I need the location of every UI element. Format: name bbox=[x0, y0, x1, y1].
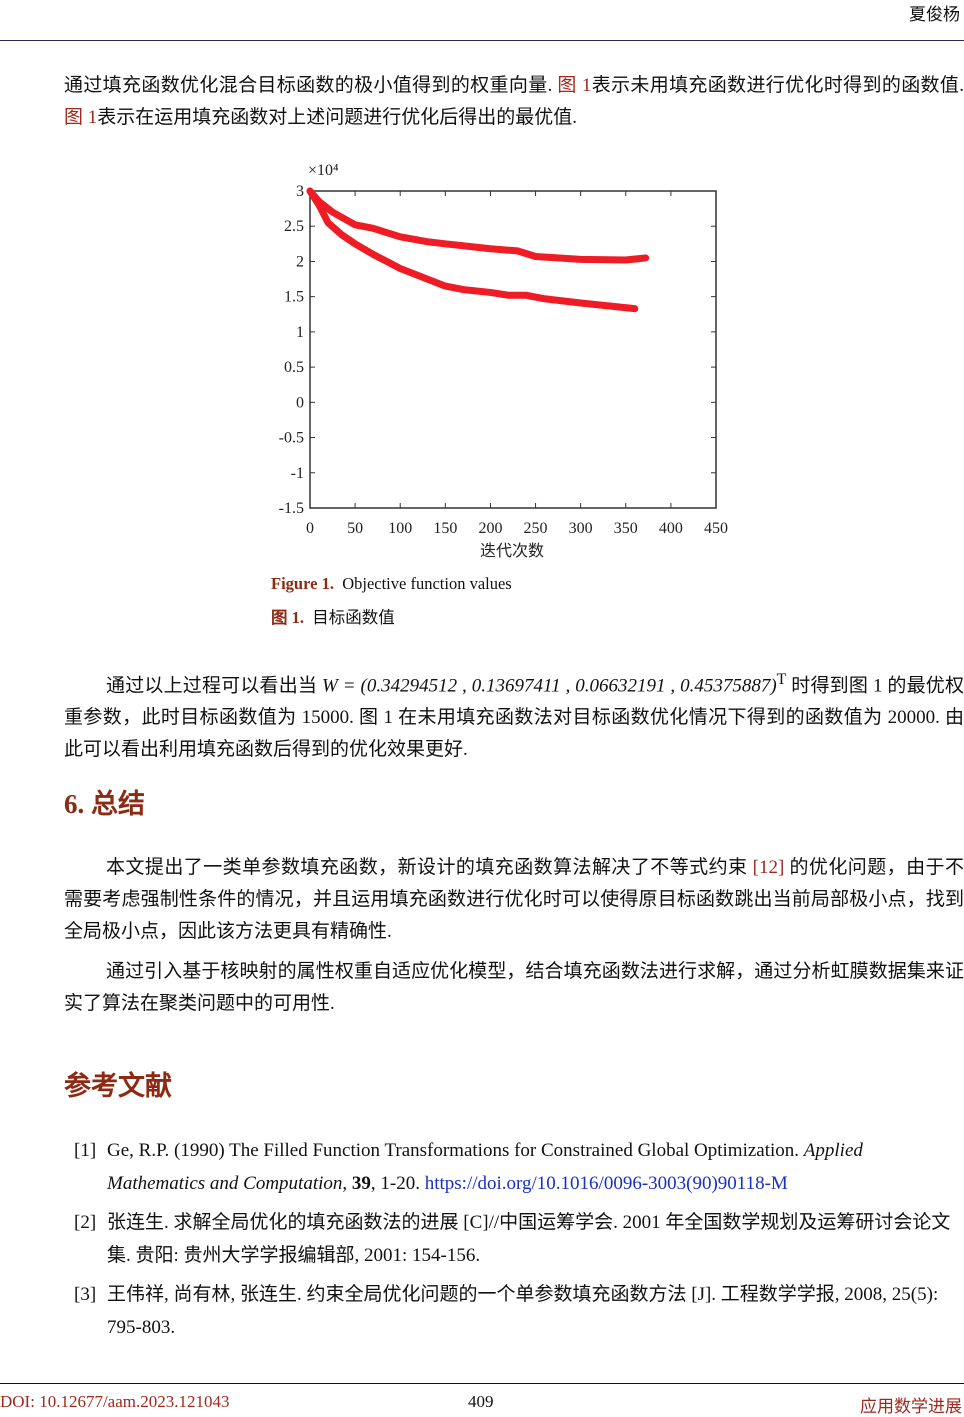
paragraph-1: 通过填充函数优化混合目标函数的极小值得到的权重向量. 图 1表示未用填充函数进行… bbox=[64, 70, 964, 134]
y-tick-label: 2.5 bbox=[284, 218, 304, 235]
footer-rule bbox=[0, 1383, 964, 1384]
x-tick-label: 50 bbox=[347, 520, 363, 537]
y-tick-label: 1.5 bbox=[284, 289, 304, 306]
text: 的优化问题，由于不需要考虑强制性条件的情况，并且运用填充函数进行优化时可以使得原… bbox=[64, 857, 964, 943]
figure-ref-link[interactable]: 图 1 bbox=[64, 107, 98, 128]
reference-item: [1] Ge, R.P. (1990) The Filled Function T… bbox=[74, 1134, 964, 1200]
y-tick-label: -1.5 bbox=[279, 500, 304, 517]
x-tick-label: 200 bbox=[478, 520, 502, 537]
y-tick-label: 1 bbox=[296, 324, 304, 341]
figure-title: 目标函数值 bbox=[312, 608, 395, 627]
y-tick-label: 0.5 bbox=[284, 359, 304, 376]
reference-number: [2] bbox=[74, 1212, 97, 1234]
figure-label: Figure 1. bbox=[271, 574, 334, 593]
footer-doi[interactable]: DOI: 10.12677/aam.2023.121043 bbox=[0, 1392, 230, 1411]
x-tick-label: 250 bbox=[524, 520, 548, 537]
x-tick-label: 300 bbox=[569, 520, 593, 537]
figure-title: Objective function values bbox=[342, 574, 512, 593]
figure-caption-en: Figure 1. Objective function values bbox=[271, 574, 512, 594]
x-tick-label: 150 bbox=[433, 520, 457, 537]
figure-caption-zh: 图 1. 目标函数值 bbox=[271, 604, 395, 628]
paragraph-3: 本文提出了一类单参数填充函数，新设计的填充函数算法解决了不等式约束 [12] 的… bbox=[64, 852, 964, 948]
page-number: 409 bbox=[468, 1392, 494, 1411]
text: 时得到图 1 的最优权重参数，此时目标函数值为 15000. 图 1 在未用填充… bbox=[64, 675, 964, 761]
y-tick-label: -1 bbox=[291, 465, 304, 482]
paragraph-2: 通过以上过程可以看出当 W = (0.34294512 , 0.13697411… bbox=[64, 664, 964, 766]
reference-number: [3] bbox=[74, 1284, 97, 1306]
section-heading: 6. 总结 bbox=[64, 789, 145, 820]
x-tick-label: 350 bbox=[614, 520, 638, 537]
footer-journal: 应用数学进展 bbox=[860, 1397, 962, 1416]
doi-link[interactable]: https://doi.org/10.1016/0096-3003(90)901… bbox=[424, 1173, 788, 1195]
references-heading: 参考文献 bbox=[64, 1071, 172, 1102]
citation-link[interactable]: [12] bbox=[752, 857, 785, 879]
y-tick-label: 0 bbox=[296, 394, 304, 411]
header-rule bbox=[0, 40, 964, 41]
volume: 39 bbox=[351, 1173, 371, 1195]
reference-item: [3] 王伟祥, 尚有林, 张连生. 约束全局优化问题的一个单参数填充函数方法 [… bbox=[74, 1278, 964, 1344]
x-axis-label: 迭代次数 bbox=[480, 542, 544, 560]
reference-number: [1] bbox=[74, 1140, 97, 1162]
text: 表示在运用填充函数对上述问题进行优化后得出的最优值. bbox=[97, 107, 578, 128]
text: 表示未用填充函数进行优化时得到的函数值. bbox=[591, 75, 964, 96]
figure-1-chart: ×10⁴ 迭代次数 0 50 100 150 200 250 300 350 400 450 3 2.… bbox=[279, 162, 728, 560]
series-line-1 bbox=[306, 187, 650, 264]
y-tick-label: -0.5 bbox=[279, 430, 304, 447]
text: Ge, R.P. (1990) The Filled Function Tran… bbox=[107, 1140, 804, 1162]
reference-list: [1] Ge, R.P. (1990) The Filled Function T… bbox=[64, 1134, 964, 1344]
x-tick-label: 100 bbox=[388, 520, 412, 537]
text: 通过填充函数优化混合目标函数的极小值得到的权重向量. bbox=[64, 75, 558, 96]
multiplier-label: ×10⁴ bbox=[308, 162, 339, 179]
reference-item: [2] 张连生. 求解全局优化的填充函数法的进展 [C]//中国运筹学会. 200… bbox=[74, 1206, 964, 1272]
superscript: T bbox=[776, 671, 787, 688]
figure-label: 图 1. bbox=[271, 608, 304, 627]
page-content: 通过填充函数优化混合目标函数的极小值得到的权重向量. 图 1表示未用填充函数进行… bbox=[64, 70, 964, 1350]
y-tick-label: 2 bbox=[296, 253, 304, 270]
text: 通过以上过程可以看出当 bbox=[106, 675, 323, 697]
journal-name: Applied Mathematics and Computation bbox=[107, 1140, 863, 1195]
figure-1: ×10⁴ 迭代次数 0 50 100 150 200 250 300 350 400 450 3 2.… bbox=[64, 162, 964, 642]
text: , 1-20. bbox=[370, 1173, 425, 1195]
x-tick-label: 0 bbox=[306, 520, 314, 537]
series-line-2 bbox=[306, 187, 639, 313]
x-tick-label: 450 bbox=[704, 520, 728, 537]
paragraph-4: 通过引入基于核映射的属性权重自适应优化模型，结合填充函数法进行求解，通过分析虹膜… bbox=[64, 961, 964, 1015]
text: 王伟祥, 尚有林, 张连生. 约束全局优化问题的一个单参数填充函数方法 [J].… bbox=[107, 1284, 939, 1339]
text: 本文提出了一类单参数填充函数，新设计的填充函数算法解决了不等式约束 bbox=[106, 857, 753, 879]
text: 张连生. 求解全局优化的填充函数法的进展 [C]//中国运筹学会. 2001 年… bbox=[107, 1212, 951, 1267]
plot-frame bbox=[309, 190, 717, 509]
figure-ref-link[interactable]: 图 1 bbox=[557, 75, 592, 96]
math-expression: W = (0.34294512 , 0.13697411 , 0.0663219… bbox=[322, 675, 777, 697]
y-tick-label: 3 bbox=[296, 183, 304, 200]
header-author: 夏俊杨 bbox=[909, 5, 960, 24]
x-tick-label: 400 bbox=[659, 520, 683, 537]
